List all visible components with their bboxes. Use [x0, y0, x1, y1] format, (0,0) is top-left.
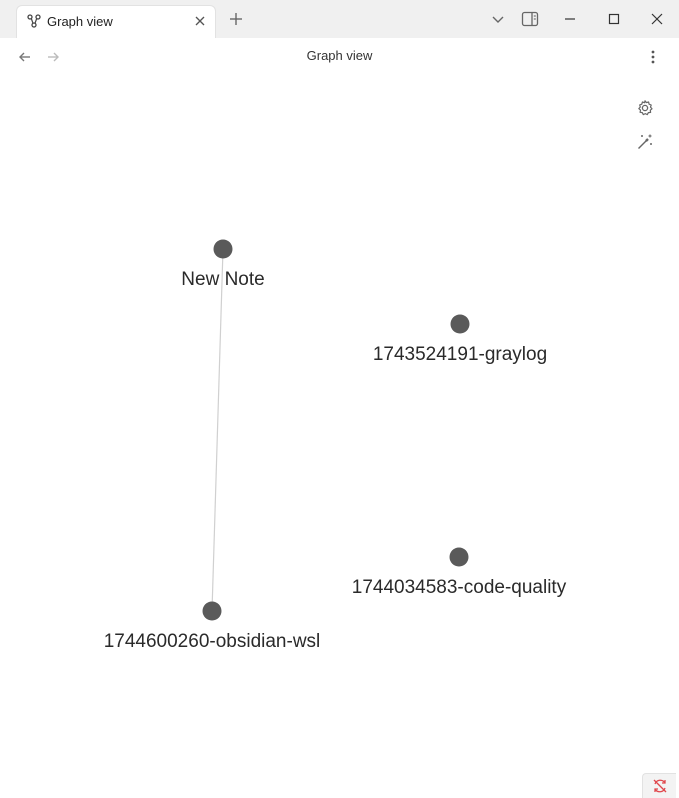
chevron-down-icon: [492, 16, 504, 23]
graph-icon: [27, 14, 41, 28]
graph-node-label[interactable]: New Note: [181, 269, 264, 290]
arrow-left-icon: [19, 52, 30, 62]
graph-canvas[interactable]: New Note 1743524191-graylog 1744034583-cod…: [0, 76, 679, 798]
graph-settings-button[interactable]: [635, 98, 655, 118]
graph-node-label[interactable]: 1744034583-code-quality: [352, 577, 567, 598]
new-tab-button[interactable]: [227, 10, 245, 28]
graph-svg[interactable]: New Note 1743524191-graylog 1744034583-cod…: [0, 76, 679, 798]
tab-title: Graph view: [47, 14, 113, 29]
graph-node-code-quality[interactable]: 1744034583-code-quality: [352, 547, 567, 599]
close-window-button[interactable]: [647, 9, 667, 29]
plus-icon: [230, 13, 242, 25]
maximize-button[interactable]: [604, 9, 624, 29]
graph-node-graylog[interactable]: 1743524191-graylog: [373, 314, 547, 366]
graph-node-new-note[interactable]: New Note: [181, 239, 265, 291]
graph-node-label[interactable]: 1743524191-graylog: [373, 344, 547, 365]
sync-error-icon: [653, 779, 666, 793]
view-title: Graph view: [306, 48, 373, 63]
view-header: Graph view: [0, 38, 679, 76]
graph-node-obsidian-wsl[interactable]: 1744600260-obsidian-wsl: [104, 601, 321, 653]
graph-node-dot[interactable]: [202, 601, 222, 621]
graph-node-dot[interactable]: [213, 239, 233, 259]
graph-node-dot[interactable]: [450, 314, 470, 334]
title-bar: Graph view: [0, 0, 679, 39]
arrow-right-icon: [48, 52, 59, 62]
magic-wand-icon: [638, 134, 652, 149]
animate-button[interactable]: [635, 132, 655, 152]
more-options-button[interactable]: [644, 47, 662, 67]
tab-list-button[interactable]: [489, 10, 507, 28]
tab-graph-view[interactable]: Graph view: [16, 5, 216, 38]
maximize-icon: [608, 13, 620, 25]
minimize-icon: [565, 18, 575, 20]
sidebar-toggle-button[interactable]: [520, 9, 540, 29]
more-vertical-icon: [651, 50, 655, 64]
close-icon[interactable]: [193, 14, 207, 28]
graph-node-dot[interactable]: [449, 547, 469, 567]
sidebar-toggle-icon: [521, 11, 539, 27]
graph-node-label[interactable]: 1744600260-obsidian-wsl: [104, 631, 321, 652]
close-icon: [651, 13, 663, 25]
sync-status-indicator[interactable]: [642, 773, 676, 798]
forward-button[interactable]: [44, 48, 62, 66]
graph-edge: [211, 248, 224, 612]
minimize-button[interactable]: [560, 9, 580, 29]
gear-icon: [638, 100, 653, 116]
back-button[interactable]: [16, 48, 34, 66]
